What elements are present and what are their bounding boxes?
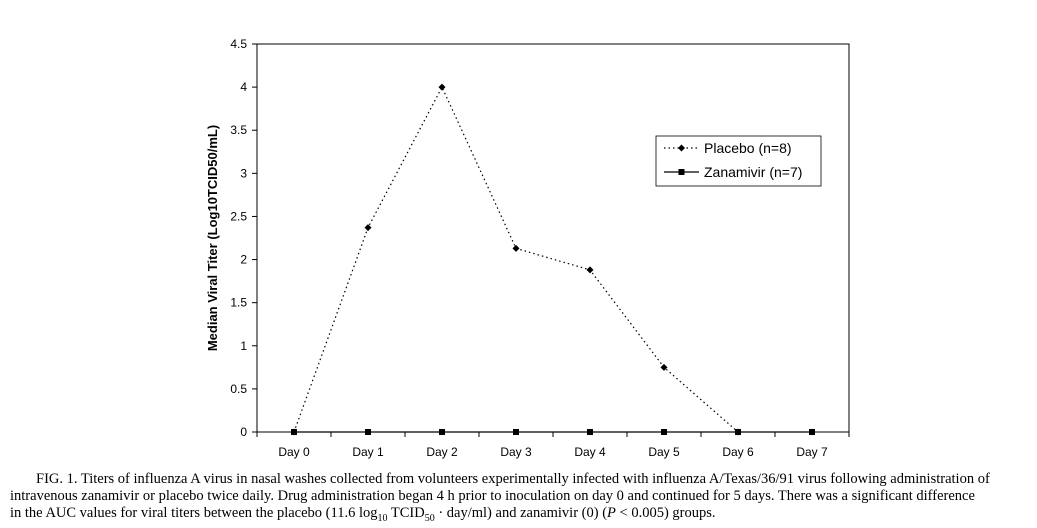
caption-p-symbol: P	[607, 505, 616, 521]
viral-titer-chart: 0 0.5 1 1.5 2 2.5 3 3.5 4 4.5 Day 0 Day 1 Day 2 Day 3…	[205, 37, 850, 459]
x-tick-label: Day 7	[796, 445, 828, 459]
caption-subscript-10: 10	[377, 512, 388, 524]
data-point-placebo	[364, 224, 372, 232]
y-tick-label: 0.5	[230, 382, 247, 396]
data-point-zanamivir	[439, 429, 445, 435]
caption-line-3-part-b: TCID	[387, 505, 425, 521]
x-tick-label: Day 5	[648, 445, 680, 459]
y-tick-label: 2.5	[230, 209, 247, 223]
x-tick-label: Day 1	[352, 445, 384, 459]
legend-zanamivir-marker	[678, 169, 685, 175]
data-point-placebo	[586, 266, 594, 274]
y-tick-label: 4	[240, 80, 247, 94]
data-point-zanamivir	[513, 429, 519, 435]
caption-line-2: intravenous zanamivir or placebo twice d…	[10, 488, 975, 504]
data-point-placebo	[660, 363, 668, 371]
data-point-zanamivir	[365, 429, 371, 435]
x-tick-label: Day 0	[278, 445, 310, 459]
y-tick-label: 1.5	[230, 296, 247, 310]
data-point-zanamivir	[661, 429, 667, 435]
x-tick-label: Day 6	[722, 445, 754, 459]
caption-line-1: FIG. 1. Titers of influenza A virus in n…	[36, 471, 990, 487]
y-tick-label: 3.5	[230, 123, 247, 137]
x-tick-label: Day 3	[500, 445, 532, 459]
data-point-zanamivir	[735, 429, 741, 435]
data-point-zanamivir	[809, 429, 815, 435]
series-layer	[290, 83, 815, 436]
legend-zanamivir-label: Zanamivir (n=7)	[704, 164, 802, 180]
legend-placebo-label: Placebo (n=8)	[704, 140, 792, 156]
x-tick-label: Day 2	[426, 445, 458, 459]
figure-caption: FIG. 1. Titers of influenza A virus in n…	[10, 471, 1037, 527]
caption-line-3: in the AUC values for viral titers betwe…	[10, 505, 1037, 527]
caption-line-3-part-d: < 0.005) groups.	[615, 505, 716, 521]
x-tick-label: Day 4	[574, 445, 606, 459]
data-point-placebo	[512, 244, 520, 252]
axes: 0 0.5 1 1.5 2 2.5 3 3.5 4 4.5 Day 0 Day 1 Day 2 Day 3…	[230, 37, 850, 459]
legend-box	[655, 135, 822, 187]
data-point-zanamivir	[291, 429, 297, 435]
y-tick-label: 2	[240, 253, 247, 267]
caption-subscript-50: 50	[424, 512, 435, 524]
data-point-placebo	[438, 83, 446, 91]
caption-line-3-part-c: · day/ml) and zanamivir (0) (	[434, 505, 608, 521]
plot-area	[256, 43, 850, 433]
caption-line-3-part-a: in the AUC values for viral titers betwe…	[10, 505, 378, 521]
y-tick-label: 1	[240, 339, 247, 353]
legend-placebo-marker	[678, 144, 685, 152]
y-axis-label: Median Viral Titer (Log10TCID50/mL)	[205, 125, 220, 351]
y-tick-label: 3	[240, 166, 247, 180]
data-point-zanamivir	[587, 429, 593, 435]
y-tick-label: 0	[240, 425, 247, 439]
y-tick-label: 4.5	[230, 37, 247, 51]
legend: Placebo (n=8) Zanamivir (n=7)	[655, 135, 822, 187]
